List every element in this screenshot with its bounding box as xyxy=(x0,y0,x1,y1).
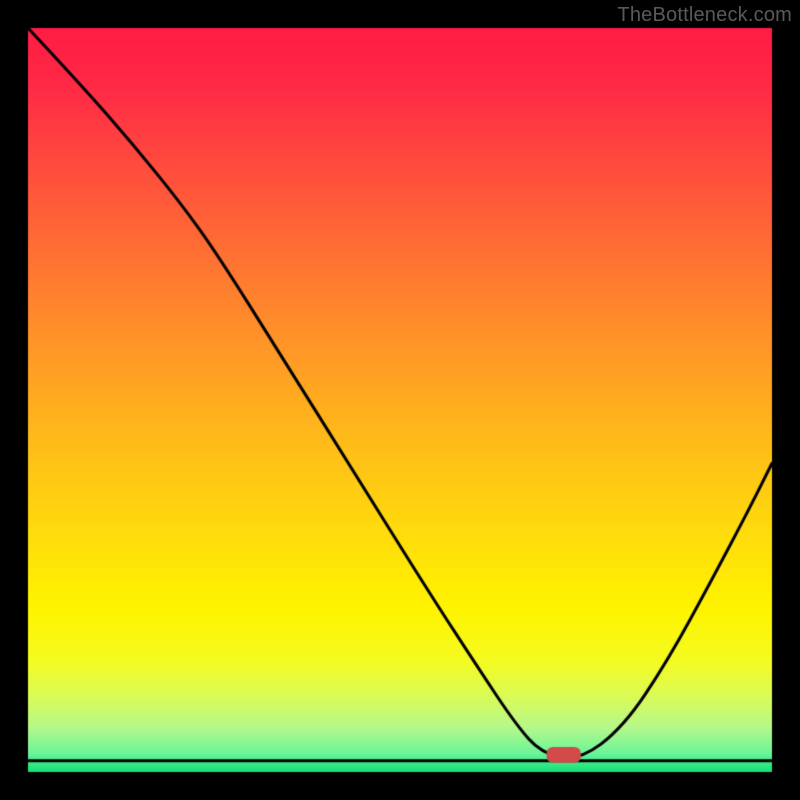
chart-container: TheBottleneck.com xyxy=(0,0,800,800)
bottleneck-curve-chart xyxy=(0,0,800,800)
watermark-label: TheBottleneck.com xyxy=(617,4,792,27)
